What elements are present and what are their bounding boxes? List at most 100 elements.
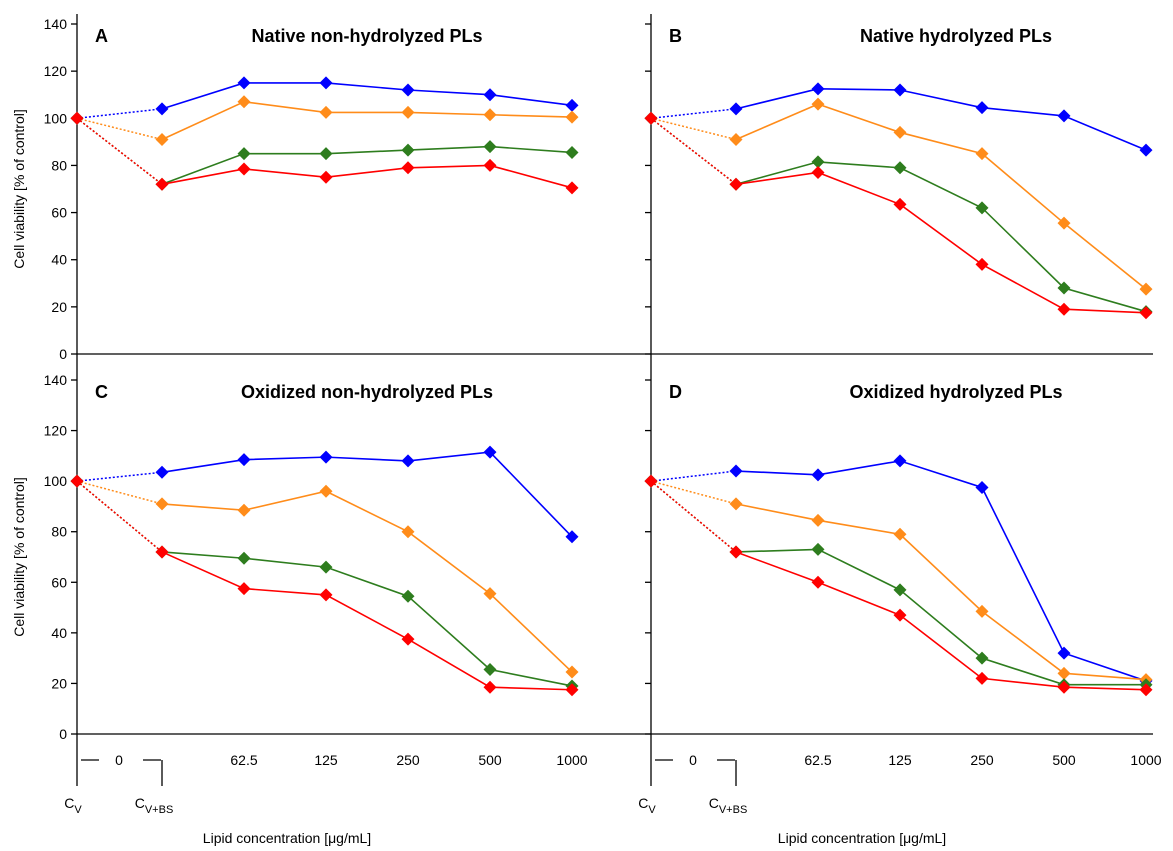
- series-point: [237, 76, 251, 90]
- series-point: [729, 497, 743, 511]
- series-dotted-segment: [650, 108, 737, 120]
- series-point: [975, 147, 989, 161]
- series-point: [319, 484, 333, 498]
- series-line: [735, 103, 1147, 290]
- x-label-cv: CV: [64, 795, 82, 816]
- series-line: [161, 82, 573, 110]
- series-point: [893, 197, 907, 211]
- series-point: [483, 140, 497, 154]
- series-point: [401, 83, 415, 97]
- series-point: [893, 83, 907, 97]
- x-label-cv-sub: V: [74, 804, 82, 816]
- panel-letter: B: [669, 26, 682, 46]
- series-dotted-segment: [76, 480, 163, 553]
- series-dotted-segment: [650, 117, 737, 185]
- series-point: [811, 166, 825, 179]
- series-point: [975, 651, 989, 665]
- series-point: [1057, 281, 1071, 295]
- series-point: [565, 530, 579, 544]
- series-line: [735, 171, 1147, 314]
- series-dotted-segment: [650, 480, 737, 553]
- series-point: [1139, 143, 1153, 157]
- series-point: [729, 545, 743, 559]
- series-point: [729, 464, 743, 478]
- series-point: [729, 133, 743, 146]
- y-axis-label: Cell viability [% of control]: [11, 477, 27, 637]
- panel-letter: C: [95, 382, 108, 402]
- series-point: [155, 102, 169, 116]
- series-point: [893, 608, 907, 622]
- series-point: [644, 474, 658, 488]
- series-point: [644, 111, 658, 125]
- series-point: [155, 497, 169, 511]
- series-point: [401, 454, 415, 468]
- marks-layer: [70, 76, 1153, 697]
- y-tick-label: 120: [44, 63, 68, 79]
- y-tick-label: 40: [51, 625, 67, 641]
- y-tick-label: 0: [59, 726, 67, 742]
- x-tick-label: 1000: [1130, 752, 1161, 768]
- series-dotted-segment: [650, 117, 737, 141]
- y-tick-label: 80: [51, 157, 67, 173]
- series-point: [237, 453, 251, 467]
- series-point: [975, 101, 989, 115]
- panel-title: Native hydrolyzed PLs: [860, 26, 1052, 46]
- series-point: [893, 527, 907, 541]
- x-tick-label: 500: [478, 752, 502, 768]
- series-point: [811, 468, 825, 482]
- y-tick-label: 100: [44, 110, 68, 126]
- y-tick-label: 140: [44, 16, 68, 32]
- series-point: [893, 583, 907, 597]
- series-point: [155, 465, 169, 479]
- series-dotted-segment: [76, 108, 163, 120]
- series-point: [811, 97, 825, 111]
- series-point: [237, 162, 251, 176]
- series-point: [811, 542, 825, 556]
- series-point: [483, 445, 497, 459]
- series-point: [237, 551, 251, 565]
- series-line: [161, 164, 573, 189]
- series-point: [1057, 109, 1071, 123]
- series-line: [735, 460, 1147, 682]
- series-point: [565, 98, 579, 112]
- series-point: [483, 88, 497, 102]
- series-point: [237, 582, 251, 596]
- series-point: [70, 474, 84, 488]
- series-point: [893, 125, 907, 139]
- y-tick-label: 100: [44, 473, 68, 489]
- series-line: [161, 551, 573, 691]
- y-tick-label: 60: [51, 574, 67, 590]
- panel-letter: D: [669, 382, 682, 402]
- series-point: [483, 587, 497, 601]
- y-tick-label: 20: [51, 675, 67, 691]
- series-line: [735, 548, 1146, 686]
- series-dotted-segment: [76, 471, 163, 482]
- series-point: [729, 177, 743, 191]
- series-point: [729, 102, 743, 116]
- y-tick-label: 140: [44, 372, 68, 388]
- series-point: [975, 201, 989, 215]
- series-point: [237, 147, 251, 161]
- series-point: [1139, 306, 1153, 320]
- y-tick-label: 40: [51, 252, 67, 268]
- series-point: [893, 454, 907, 468]
- series-line: [735, 88, 1147, 151]
- series-point: [1139, 282, 1153, 296]
- x-label-cv: CV: [638, 795, 656, 816]
- y-tick-label: 120: [44, 423, 68, 439]
- x-tick-label: 62.5: [804, 752, 831, 768]
- series-point: [237, 95, 251, 109]
- series-point: [401, 589, 415, 603]
- x-label-cv-sub: V: [648, 804, 656, 816]
- series-point: [483, 158, 497, 172]
- series-point: [811, 575, 825, 589]
- x-tick-label: 125: [314, 752, 338, 768]
- series-point: [811, 513, 825, 527]
- x-tick-label: 250: [396, 752, 420, 768]
- series-point: [401, 632, 415, 646]
- series-point: [401, 161, 415, 175]
- series-point: [1057, 302, 1071, 316]
- series-point: [1057, 646, 1071, 660]
- series-point: [155, 545, 169, 559]
